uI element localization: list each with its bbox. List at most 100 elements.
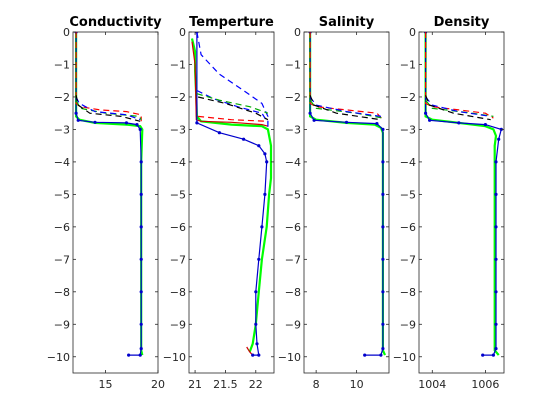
y-tick-label: −6 [54, 221, 70, 234]
chart-title: Conductivity [69, 15, 162, 30]
data-point [139, 192, 143, 196]
data-point [494, 160, 498, 164]
series-line [196, 93, 269, 114]
data-point [139, 160, 143, 164]
data-point [265, 160, 269, 164]
y-tick-label: −6 [170, 221, 186, 234]
y-tick-label: −8 [54, 286, 70, 299]
y-tick-label: −9 [170, 318, 186, 331]
series-line [309, 96, 381, 117]
y-tick-label: −3 [285, 123, 301, 136]
y-tick-label: −10 [393, 351, 416, 364]
y-tick-label: −5 [400, 188, 416, 201]
data-point [483, 123, 487, 127]
data-point [494, 347, 498, 351]
series-line [309, 99, 384, 119]
y-tick-label: −1 [285, 58, 301, 71]
series-line [196, 32, 269, 130]
series-line [425, 95, 491, 121]
x-tick-label: 1006 [471, 378, 499, 391]
series-group [424, 32, 503, 357]
plot-area [73, 32, 158, 373]
series-line [198, 115, 268, 122]
subplot-temperture: 0 −1 −2 −3 −4 −5 −6 −7 −8 −9 −10 21 21.5 22 Temperture [163, 15, 275, 391]
subplot-conductivity: 0 −1 −2 −3 −4 −5 −6 −7 −8 −9 −10 15 20 Conductivity [47, 15, 165, 391]
x-tick-label: 21 [188, 378, 202, 391]
x-tick-label: 20 [151, 378, 165, 391]
data-point [135, 123, 139, 127]
data-point [257, 353, 261, 357]
data-point [127, 353, 131, 357]
y-tick-label: −1 [400, 58, 416, 71]
series-line [425, 96, 491, 117]
y-tick-label: −3 [170, 123, 186, 136]
data-point [381, 160, 385, 164]
data-point [494, 322, 498, 326]
x-tick-label: 15 [99, 378, 113, 391]
axes-frame [72, 31, 159, 374]
y-tick-label: 0 [63, 26, 70, 39]
x-tick-label: 22 [249, 378, 263, 391]
x-tick-label: 1004 [418, 378, 446, 391]
data-point [381, 290, 385, 294]
y-tick-label: 0 [409, 26, 416, 39]
data-point [139, 257, 143, 261]
data-point [381, 322, 385, 326]
data-point [497, 137, 501, 141]
y-tick-label: −8 [170, 286, 186, 299]
data-point [381, 225, 385, 229]
y-tick-label: −8 [285, 286, 301, 299]
data-point [254, 322, 258, 326]
series-line [75, 95, 141, 122]
data-point [363, 353, 367, 357]
series-line [425, 32, 503, 356]
y-tick-label: −9 [285, 318, 301, 331]
data-point [381, 127, 385, 131]
y-tick-label: −5 [170, 188, 186, 201]
y-tick-label: −2 [54, 91, 70, 104]
y-tick-label: −2 [170, 91, 186, 104]
axes-frame [188, 31, 275, 374]
x-tick-label: 8 [313, 378, 320, 391]
y-tick-label: −5 [285, 188, 301, 201]
y-tick-label: −4 [170, 156, 186, 169]
data-point [217, 131, 221, 135]
subplot-salinity: 0 −1 −2 −3 −4 −5 −6 −7 −8 −9 −10 8 10 Salinity [278, 15, 390, 391]
data-point [195, 121, 199, 125]
data-point [242, 137, 246, 141]
data-point [139, 322, 143, 326]
data-point [494, 290, 498, 294]
series-line [75, 96, 141, 121]
y-tick-label: −7 [54, 253, 70, 266]
y-tick-label: −9 [400, 318, 416, 331]
y-tick-label: −9 [54, 318, 70, 331]
y-tick-label: −6 [285, 221, 301, 234]
series-group [74, 32, 144, 357]
y-tick-label: −10 [278, 351, 301, 364]
data-point [457, 121, 461, 125]
data-point [375, 122, 379, 126]
y-tick-label: −3 [400, 123, 416, 136]
plot-area [304, 32, 389, 373]
series-line [196, 89, 269, 124]
y-tick-label: −7 [400, 253, 416, 266]
data-point [257, 257, 261, 261]
series-group [190, 32, 273, 357]
data-point [257, 144, 261, 148]
data-point [263, 152, 267, 156]
data-point [481, 353, 485, 357]
y-tick-label: −4 [285, 156, 301, 169]
y-tick-label: 0 [294, 26, 301, 39]
data-point [312, 118, 316, 122]
chart-title: Temperture [189, 15, 274, 30]
chart-title: Density [434, 15, 490, 30]
data-point [93, 120, 97, 124]
series-line [197, 96, 269, 121]
chart-title: Salinity [319, 15, 375, 30]
y-tick-label: −2 [400, 91, 416, 104]
y-tick-label: −10 [163, 351, 186, 364]
y-tick-label: −7 [170, 253, 186, 266]
y-tick-label: −1 [54, 58, 70, 71]
plot-area [189, 32, 274, 373]
plot-area [419, 32, 504, 373]
